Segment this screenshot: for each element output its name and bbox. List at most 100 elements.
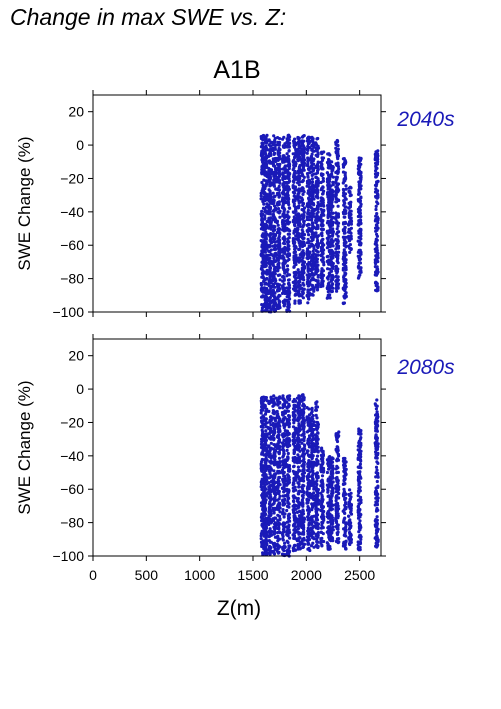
data-point <box>291 481 295 485</box>
data-point <box>301 476 305 480</box>
data-point <box>264 261 268 265</box>
point-strip <box>309 135 316 297</box>
data-point <box>283 474 287 478</box>
data-point <box>272 260 276 264</box>
data-point <box>268 173 272 177</box>
panel-2080s: 200−20−40−60−80−1000 500 1000 1500 2000 2500S… <box>15 334 455 620</box>
data-point <box>273 146 277 150</box>
data-point <box>293 275 297 279</box>
data-point <box>314 215 318 219</box>
data-point <box>349 247 353 251</box>
data-point <box>260 289 264 293</box>
data-point <box>264 410 268 414</box>
data-point <box>285 274 289 278</box>
data-point <box>311 167 315 171</box>
data-point <box>283 249 287 253</box>
data-point <box>302 210 306 214</box>
data-point <box>280 199 285 203</box>
data-point <box>262 286 267 290</box>
data-point <box>273 307 277 311</box>
data-point <box>264 397 268 401</box>
data-point <box>281 538 285 542</box>
data-point <box>273 295 277 299</box>
data-point <box>277 526 281 530</box>
data-point <box>272 460 276 464</box>
data-point <box>283 237 287 241</box>
data-point <box>310 255 314 259</box>
data-point <box>287 138 291 142</box>
data-point <box>292 547 296 551</box>
data-point <box>335 289 339 293</box>
data-point <box>264 245 269 249</box>
data-point <box>310 173 314 177</box>
data-point <box>357 221 361 225</box>
data-point <box>330 265 334 269</box>
point-strip <box>373 149 380 293</box>
data-point <box>298 287 302 291</box>
data-point <box>375 234 379 238</box>
data-point <box>259 534 263 538</box>
data-point <box>260 460 264 464</box>
data-point <box>285 180 289 185</box>
data-point <box>272 204 277 208</box>
data-point <box>375 152 379 156</box>
period-label: 2040s <box>396 108 455 131</box>
data-point <box>373 190 378 194</box>
data-point <box>296 154 300 158</box>
data-point <box>277 299 281 303</box>
data-point <box>275 177 279 181</box>
data-point <box>359 266 363 270</box>
data-point <box>263 207 267 211</box>
data-point <box>330 199 334 203</box>
data-point <box>267 551 271 555</box>
data-point <box>301 545 305 550</box>
data-point <box>316 196 320 200</box>
data-point <box>272 457 277 461</box>
data-point <box>286 216 290 220</box>
data-point <box>330 215 334 219</box>
data-point <box>267 516 271 520</box>
data-point <box>310 529 314 533</box>
data-point <box>325 236 329 240</box>
data-point <box>374 273 379 277</box>
data-point <box>331 261 335 266</box>
data-point <box>316 205 320 209</box>
data-point <box>285 439 289 443</box>
data-point <box>293 188 297 192</box>
data-point <box>276 171 280 175</box>
data-point <box>259 411 263 415</box>
data-point <box>260 275 264 279</box>
data-point <box>260 158 264 162</box>
data-point <box>288 135 292 139</box>
data-point <box>301 493 305 497</box>
data-point <box>263 405 267 409</box>
data-point <box>261 449 265 453</box>
data-point <box>301 483 305 487</box>
data-point <box>307 239 311 244</box>
data-point <box>285 226 289 230</box>
data-point <box>335 140 339 144</box>
data-point <box>292 244 296 248</box>
data-point <box>292 250 296 255</box>
data-point <box>268 182 272 186</box>
data-point <box>358 261 362 265</box>
data-point <box>297 178 301 182</box>
data-point <box>272 543 277 547</box>
data-point <box>321 203 325 207</box>
data-point <box>297 165 301 169</box>
data-point <box>260 419 264 423</box>
data-point <box>302 146 306 150</box>
data-point <box>376 260 380 264</box>
data-point <box>293 299 297 303</box>
data-point <box>293 511 297 515</box>
data-point <box>293 237 297 241</box>
data-point <box>259 425 263 429</box>
data-point <box>321 260 325 264</box>
data-point <box>297 240 301 244</box>
data-point <box>307 297 311 301</box>
data-point <box>272 530 277 534</box>
data-point <box>316 241 320 246</box>
data-point <box>286 500 290 504</box>
data-point <box>375 228 379 232</box>
data-point <box>300 242 304 247</box>
